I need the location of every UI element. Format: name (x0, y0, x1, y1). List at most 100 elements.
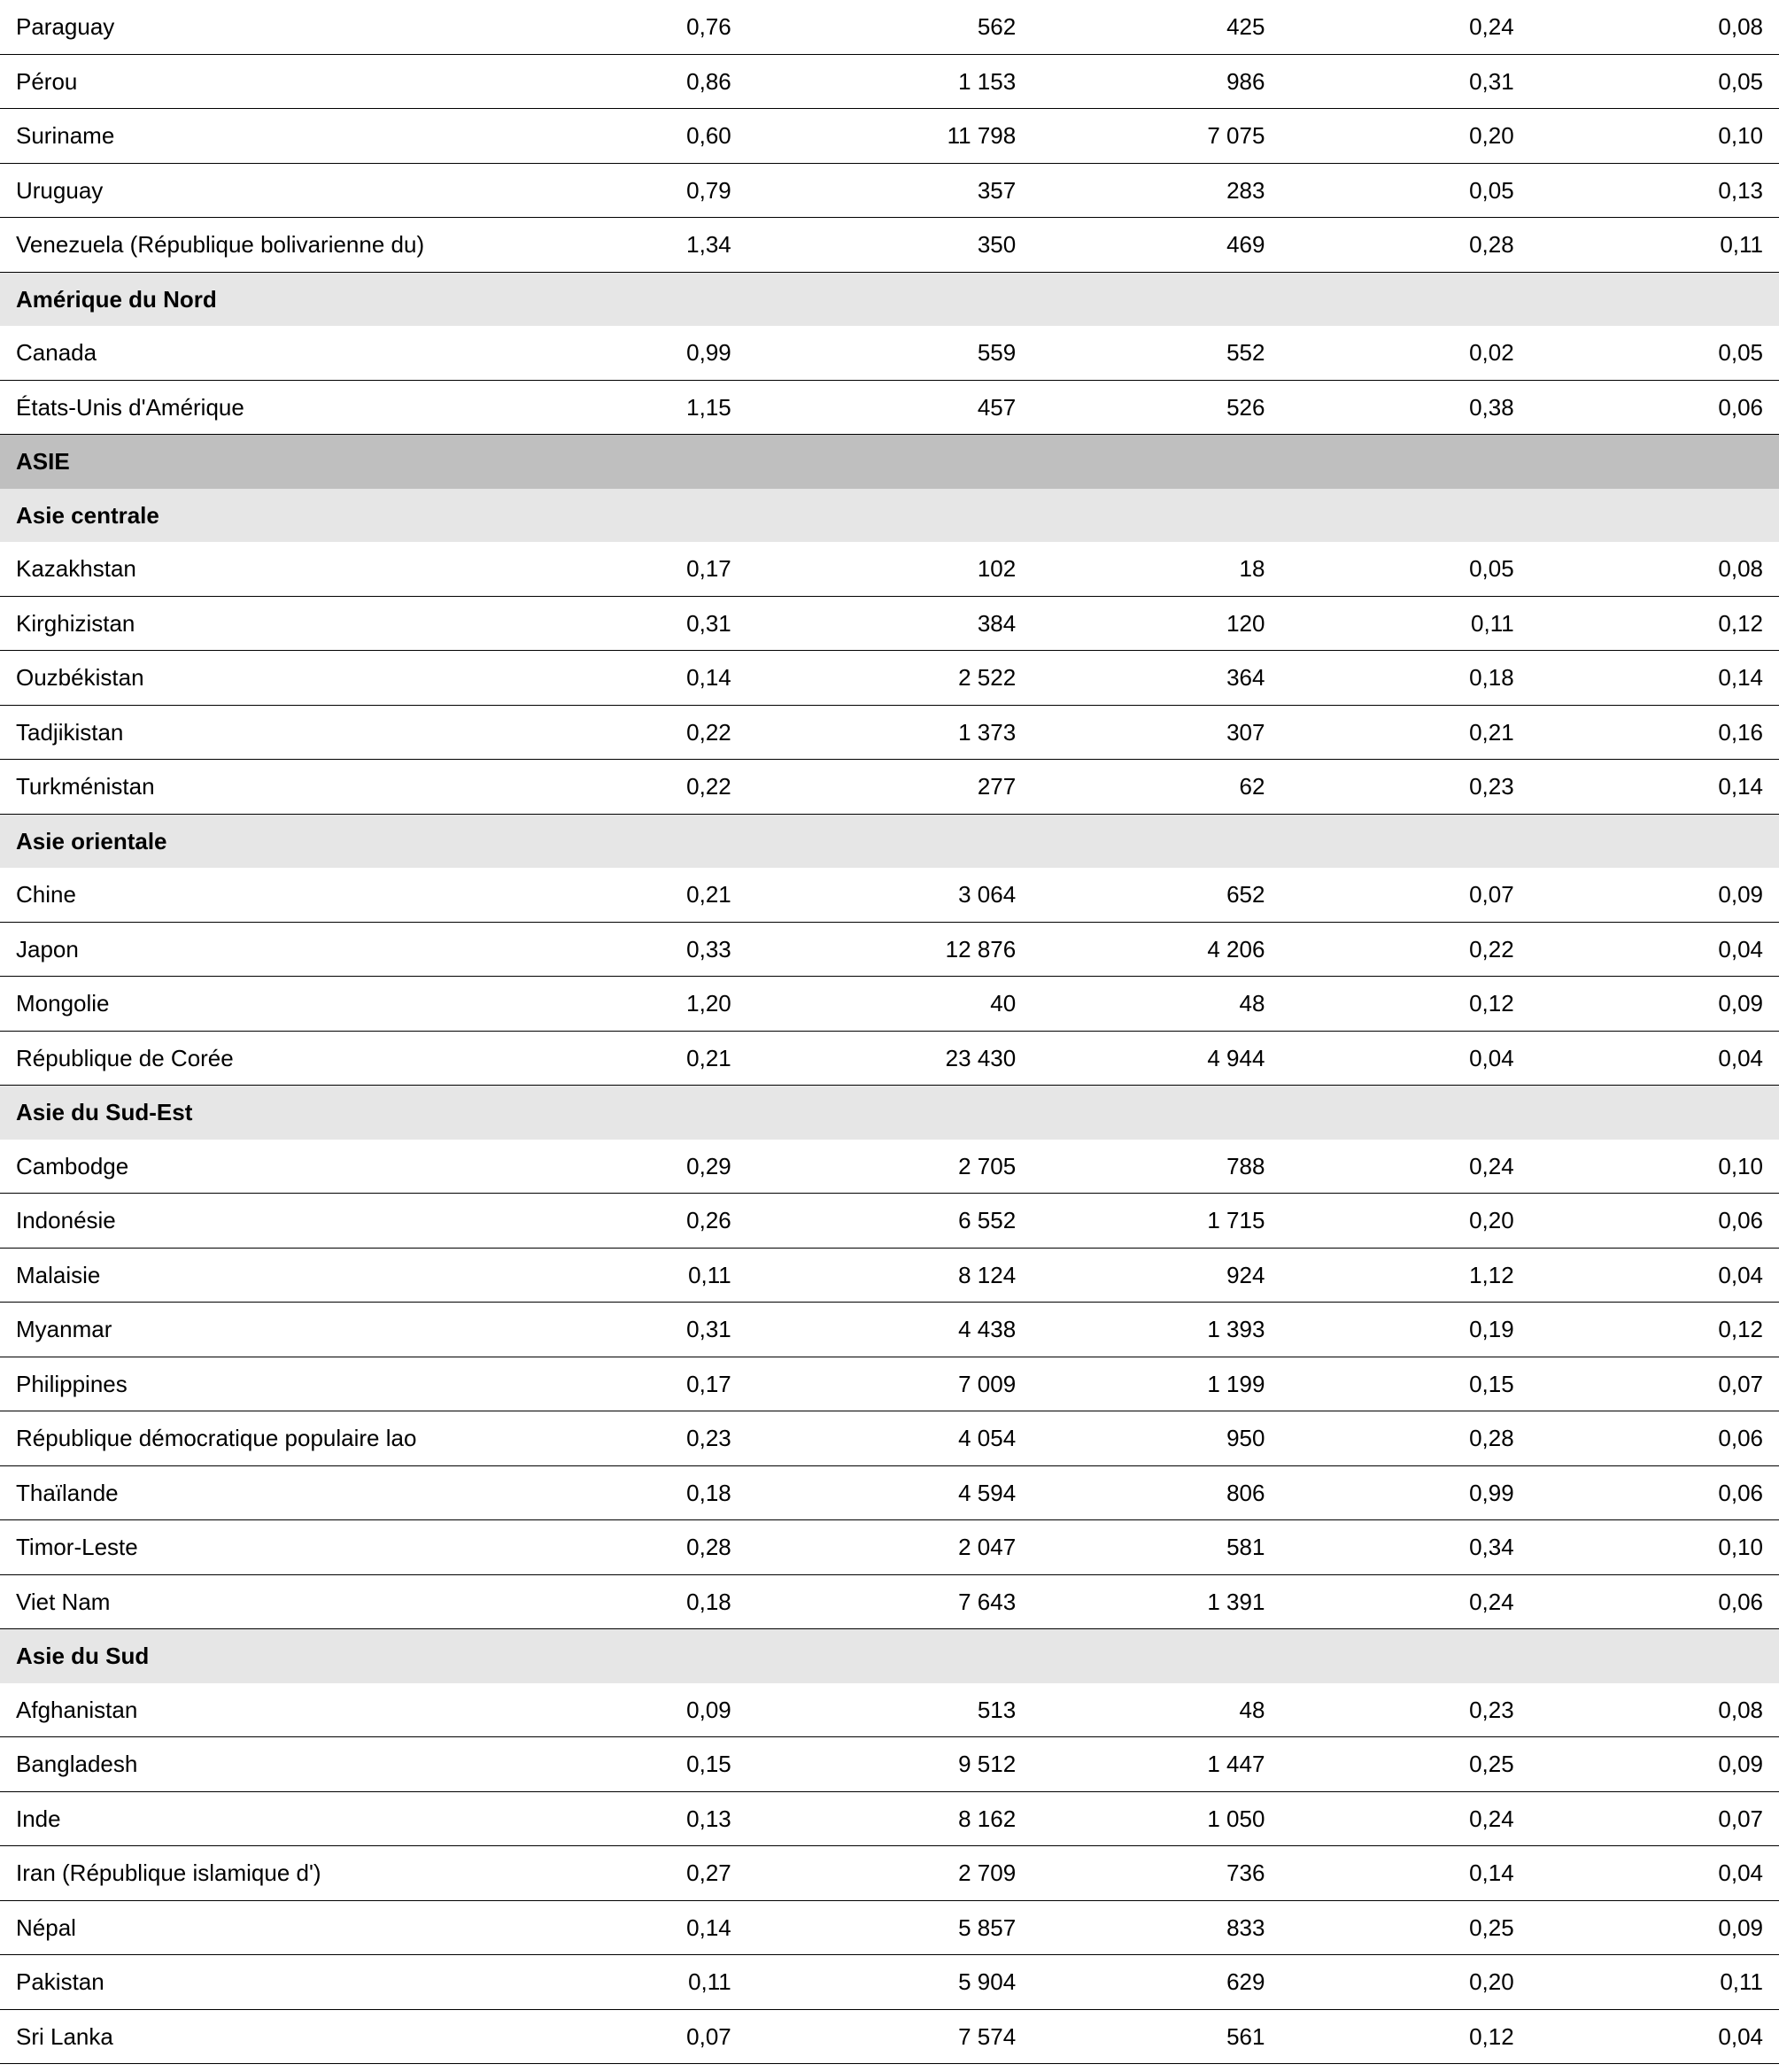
value-cell: 0,99 (1280, 1465, 1529, 1520)
table-body: Paraguay0,765624250,240,08Pérou0,861 153… (0, 0, 1779, 2064)
value-cell: 0,21 (1280, 705, 1529, 760)
value-cell: 0,21 (516, 1031, 747, 1086)
value-cell: 2 705 (747, 1140, 1032, 1194)
value-cell: 0,06 (1530, 1574, 1779, 1629)
country-cell: République démocratique populaire lao (0, 1411, 516, 1466)
value-cell: 384 (747, 596, 1032, 651)
value-cell: 0,22 (1280, 922, 1529, 977)
value-cell: 1 715 (1032, 1194, 1280, 1249)
value-cell: 0,04 (1530, 922, 1779, 977)
country-cell: Canada (0, 326, 516, 380)
value-cell: 425 (1032, 0, 1280, 54)
country-cell: Suriname (0, 109, 516, 164)
value-cell: 0,14 (1280, 1846, 1529, 1901)
value-cell: 7 075 (1032, 109, 1280, 164)
value-cell: 457 (747, 380, 1032, 435)
table-row: Viet Nam0,187 6431 3910,240,06 (0, 1574, 1779, 1629)
value-cell: 4 594 (747, 1465, 1032, 1520)
value-cell: 0,09 (1530, 977, 1779, 1032)
value-cell: 0,23 (516, 1411, 747, 1466)
country-cell: Myanmar (0, 1303, 516, 1357)
value-cell: 629 (1032, 1955, 1280, 2010)
value-cell: 0,23 (1280, 1683, 1529, 1737)
value-cell: 513 (747, 1683, 1032, 1737)
value-cell: 0,18 (1280, 651, 1529, 706)
country-cell: Mongolie (0, 977, 516, 1032)
value-cell: 0,13 (1530, 163, 1779, 218)
value-cell: 1,34 (516, 218, 747, 273)
value-cell: 120 (1032, 596, 1280, 651)
value-cell: 0,06 (1530, 1465, 1779, 1520)
value-cell: 1,12 (1280, 1248, 1529, 1303)
value-cell: 806 (1032, 1465, 1280, 1520)
value-cell: 0,24 (1280, 1574, 1529, 1629)
table-row: Pakistan0,115 9046290,200,11 (0, 1955, 1779, 2010)
country-cell: Philippines (0, 1357, 516, 1411)
value-cell: 364 (1032, 651, 1280, 706)
value-cell: 0,04 (1530, 2009, 1779, 2064)
table-row: Pérou0,861 1539860,310,05 (0, 54, 1779, 109)
value-cell: 0,12 (1530, 596, 1779, 651)
value-cell: 0,28 (516, 1520, 747, 1575)
value-cell: 552 (1032, 326, 1280, 380)
value-cell: 8 124 (747, 1248, 1032, 1303)
value-cell: 924 (1032, 1248, 1280, 1303)
header-label: ASIE (0, 435, 1779, 489)
table-row: Iran (République islamique d')0,272 7097… (0, 1846, 1779, 1901)
value-cell: 0,24 (1280, 1140, 1529, 1194)
region-header-minor: Amérique du Nord (0, 272, 1779, 326)
value-cell: 736 (1032, 1846, 1280, 1901)
value-cell: 0,79 (516, 163, 747, 218)
value-cell: 0,02 (1280, 326, 1529, 380)
value-cell: 0,38 (1280, 380, 1529, 435)
value-cell: 0,60 (516, 109, 747, 164)
country-cell: Inde (0, 1791, 516, 1846)
data-table: Paraguay0,765624250,240,08Pérou0,861 153… (0, 0, 1779, 2064)
value-cell: 277 (747, 760, 1032, 815)
value-cell: 18 (1032, 542, 1280, 596)
value-cell: 833 (1032, 1900, 1280, 1955)
value-cell: 283 (1032, 163, 1280, 218)
country-cell: Pérou (0, 54, 516, 109)
header-label: Asie du Sud (0, 1629, 1779, 1683)
region-header-minor: Asie centrale (0, 489, 1779, 543)
value-cell: 0,27 (516, 1846, 747, 1901)
value-cell: 0,10 (1530, 1140, 1779, 1194)
value-cell: 561 (1032, 2009, 1280, 2064)
country-cell: Tadjikistan (0, 705, 516, 760)
table-row: Kirghizistan0,313841200,110,12 (0, 596, 1779, 651)
table-row: Népal0,145 8578330,250,09 (0, 1900, 1779, 1955)
value-cell: 0,15 (516, 1737, 747, 1792)
value-cell: 1 153 (747, 54, 1032, 109)
value-cell: 8 162 (747, 1791, 1032, 1846)
country-cell: Thaïlande (0, 1465, 516, 1520)
country-cell: Ouzbékistan (0, 651, 516, 706)
value-cell: 0,18 (516, 1465, 747, 1520)
table-row: Kazakhstan0,17102180,050,08 (0, 542, 1779, 596)
value-cell: 0,11 (1530, 218, 1779, 273)
table-row: Thaïlande0,184 5948060,990,06 (0, 1465, 1779, 1520)
value-cell: 62 (1032, 760, 1280, 815)
country-cell: Paraguay (0, 0, 516, 54)
value-cell: 5 857 (747, 1900, 1032, 1955)
value-cell: 0,05 (1530, 326, 1779, 380)
value-cell: 4 054 (747, 1411, 1032, 1466)
value-cell: 3 064 (747, 868, 1032, 922)
value-cell: 0,05 (1280, 542, 1529, 596)
table-row: Myanmar0,314 4381 3930,190,12 (0, 1303, 1779, 1357)
value-cell: 1,15 (516, 380, 747, 435)
value-cell: 0,17 (516, 1357, 747, 1411)
value-cell: 0,11 (516, 1248, 747, 1303)
value-cell: 307 (1032, 705, 1280, 760)
value-cell: 2 047 (747, 1520, 1032, 1575)
country-cell: Pakistan (0, 1955, 516, 2010)
table-row: Japon0,3312 8764 2060,220,04 (0, 922, 1779, 977)
table-row: Philippines0,177 0091 1990,150,07 (0, 1357, 1779, 1411)
value-cell: 0,08 (1530, 542, 1779, 596)
value-cell: 0,24 (1280, 0, 1529, 54)
table-row: République de Corée0,2123 4304 9440,040,… (0, 1031, 1779, 1086)
header-label: Asie du Sud-Est (0, 1086, 1779, 1140)
country-cell: Kazakhstan (0, 542, 516, 596)
value-cell: 2 522 (747, 651, 1032, 706)
table-row: Ouzbékistan0,142 5223640,180,14 (0, 651, 1779, 706)
